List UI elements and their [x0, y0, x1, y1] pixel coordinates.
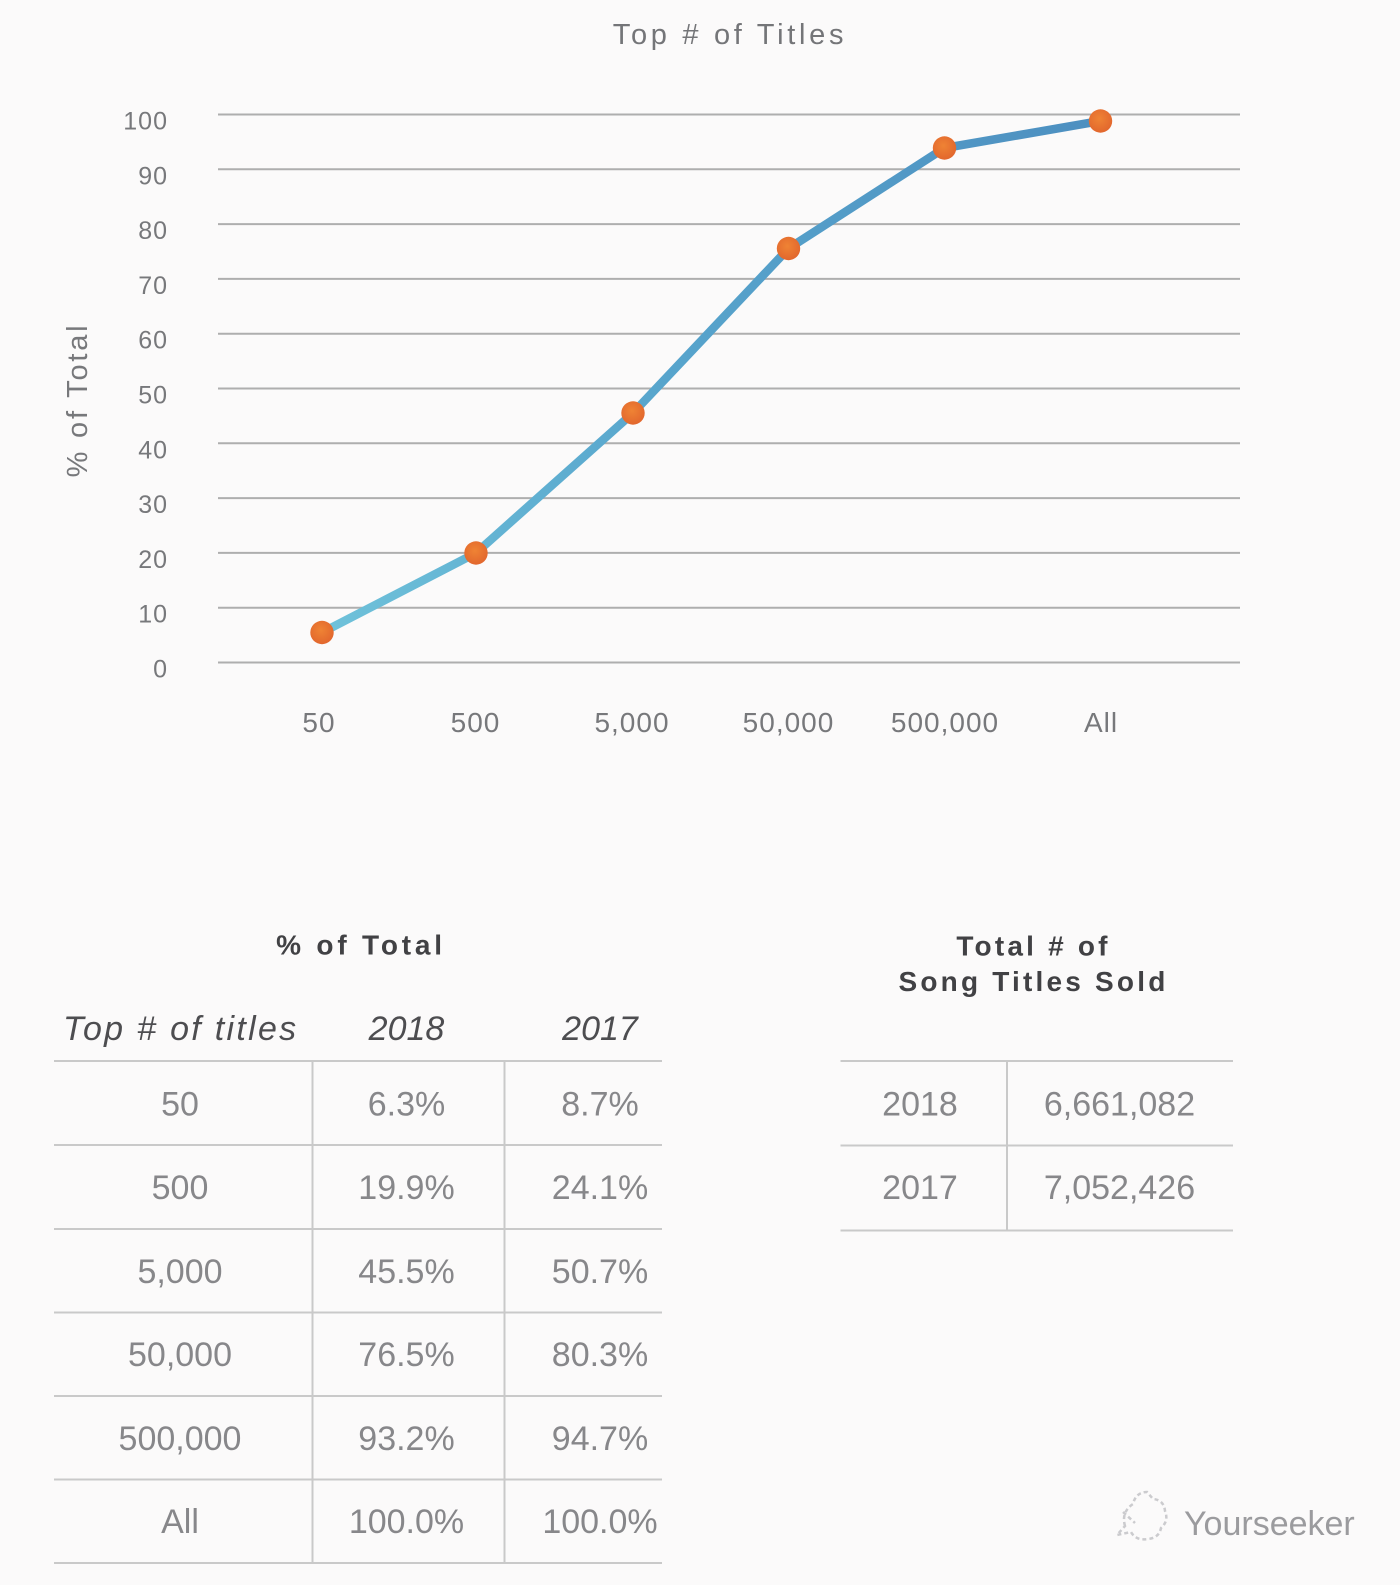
svg-text:500: 500: [152, 1169, 209, 1207]
svg-text:60: 60: [138, 327, 168, 355]
svg-text:10: 10: [138, 601, 168, 629]
svg-text:6,661,082: 6,661,082: [1044, 1086, 1195, 1124]
svg-text:70: 70: [138, 272, 168, 300]
svg-text:80: 80: [138, 217, 168, 245]
svg-text:2017: 2017: [882, 1169, 958, 1207]
svg-text:All: All: [161, 1503, 199, 1541]
svg-text:% of Total: % of Total: [62, 323, 94, 478]
svg-text:500: 500: [451, 707, 501, 738]
svg-text:7,052,426: 7,052,426: [1044, 1169, 1195, 1207]
svg-text:Total # of: Total # of: [956, 931, 1110, 962]
svg-text:8.7%: 8.7%: [561, 1086, 639, 1124]
svg-text:50,000: 50,000: [743, 707, 835, 738]
svg-text:100: 100: [123, 108, 168, 136]
svg-text:40: 40: [138, 436, 168, 464]
svg-text:5,000: 5,000: [594, 707, 669, 738]
svg-text:94.7%: 94.7%: [552, 1420, 648, 1458]
svg-text:Song Titles Sold: Song Titles Sold: [898, 966, 1168, 997]
svg-text:50.7%: 50.7%: [552, 1253, 648, 1291]
svg-text:2017: 2017: [561, 1010, 639, 1048]
svg-text:20: 20: [138, 546, 168, 574]
svg-text:50,000: 50,000: [128, 1336, 232, 1374]
svg-text:90: 90: [138, 162, 168, 190]
svg-text:50: 50: [302, 707, 335, 738]
svg-text:80.3%: 80.3%: [552, 1336, 648, 1374]
svg-text:5,000: 5,000: [137, 1253, 222, 1291]
svg-text:24.1%: 24.1%: [552, 1169, 648, 1207]
svg-text:% of Total: % of Total: [276, 930, 446, 961]
svg-text:100.0%: 100.0%: [349, 1503, 464, 1541]
svg-text:Yourseeker: Yourseeker: [1184, 1505, 1355, 1543]
svg-text:45.5%: 45.5%: [358, 1253, 454, 1291]
svg-text:76.5%: 76.5%: [358, 1336, 454, 1374]
svg-text:30: 30: [138, 491, 168, 519]
svg-text:19.9%: 19.9%: [358, 1169, 454, 1207]
svg-text:93.2%: 93.2%: [358, 1420, 454, 1458]
svg-text:0: 0: [153, 656, 168, 684]
svg-text:50: 50: [161, 1086, 199, 1124]
svg-text:2018: 2018: [882, 1086, 958, 1124]
svg-text:Top # of Titles: Top # of Titles: [613, 19, 847, 51]
svg-text:100.0%: 100.0%: [542, 1503, 657, 1541]
svg-text:2018: 2018: [368, 1010, 445, 1048]
svg-text:All: All: [1084, 707, 1118, 738]
svg-text:6.3%: 6.3%: [368, 1086, 446, 1124]
svg-text:Top # of titles: Top # of titles: [63, 1010, 298, 1048]
svg-text:500,000: 500,000: [891, 707, 999, 738]
svg-text:500,000: 500,000: [119, 1420, 242, 1458]
svg-text:50: 50: [138, 382, 168, 410]
